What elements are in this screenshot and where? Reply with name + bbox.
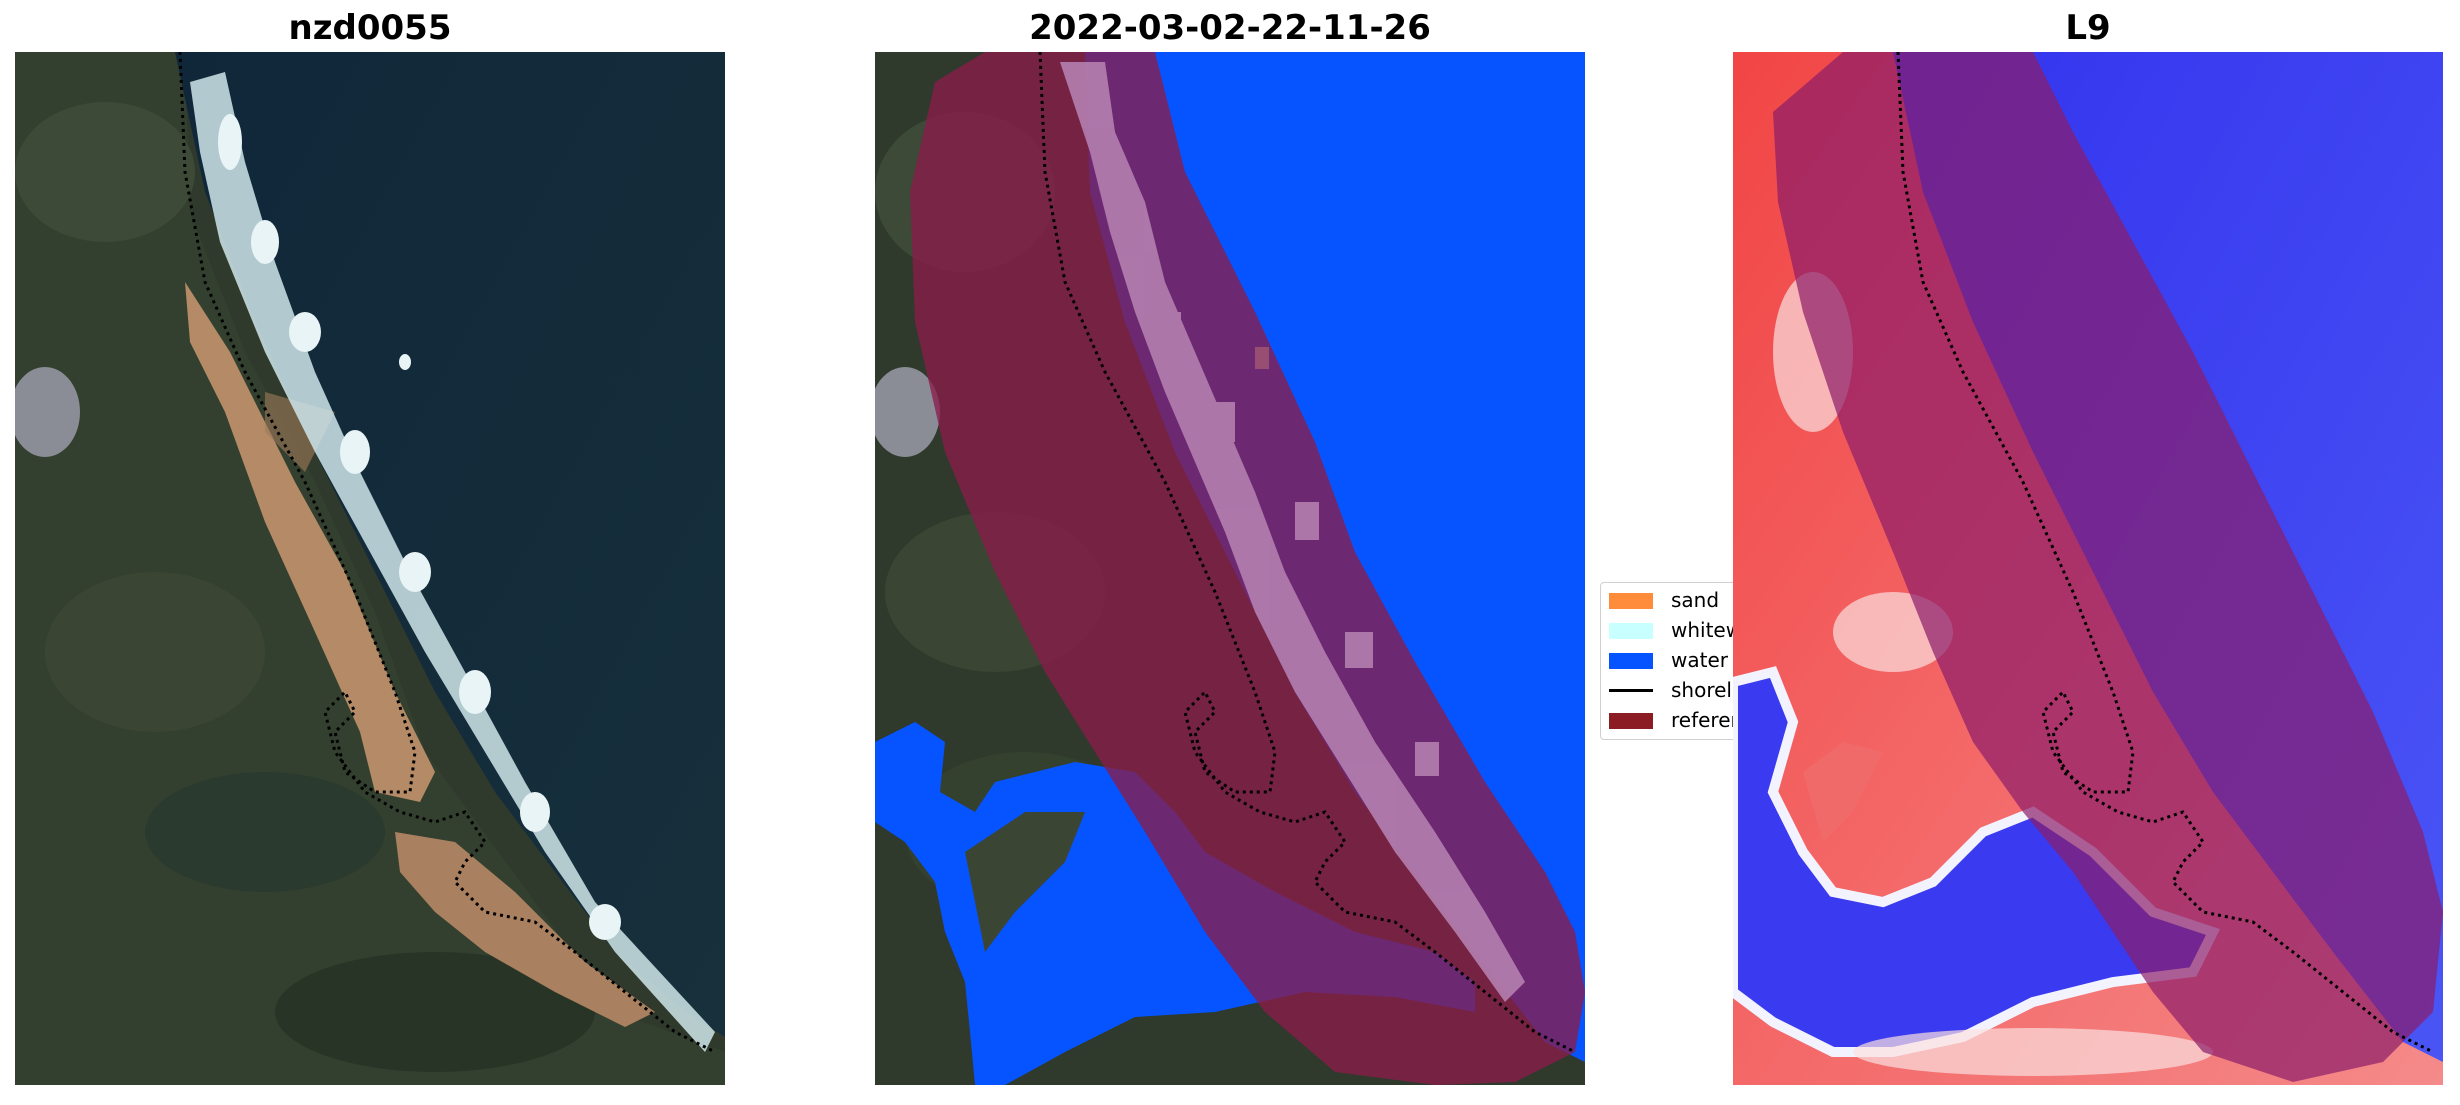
panel-title-right: L9 <box>2065 8 2111 48</box>
index-map <box>1733 52 2443 1085</box>
panel-title-middle: 2022-03-02-22-11-26 <box>1029 8 1431 48</box>
legend-label-water: water <box>1671 648 1728 672</box>
reference-swatch <box>1609 713 1653 729</box>
legend: sand whitew water shorel referen <box>1600 582 1742 740</box>
water-swatch <box>1609 653 1653 669</box>
legend-label-whitewater: whitew <box>1671 618 1742 642</box>
index-image-panel <box>1733 52 2443 1085</box>
legend-label-sand: sand <box>1671 588 1720 612</box>
satellite-image-panel <box>15 52 725 1085</box>
legend-label-reference: referen <box>1671 708 1742 732</box>
classification-map <box>875 52 1585 1085</box>
panel-title-left: nzd0055 <box>288 8 452 48</box>
satellite-image <box>15 52 725 1085</box>
shoreline-line-swatch <box>1609 689 1653 692</box>
whitewater-swatch <box>1609 623 1653 639</box>
sand-swatch <box>1609 593 1653 609</box>
classification-panel <box>875 52 1585 1085</box>
legend-label-shoreline: shorel <box>1671 678 1732 702</box>
